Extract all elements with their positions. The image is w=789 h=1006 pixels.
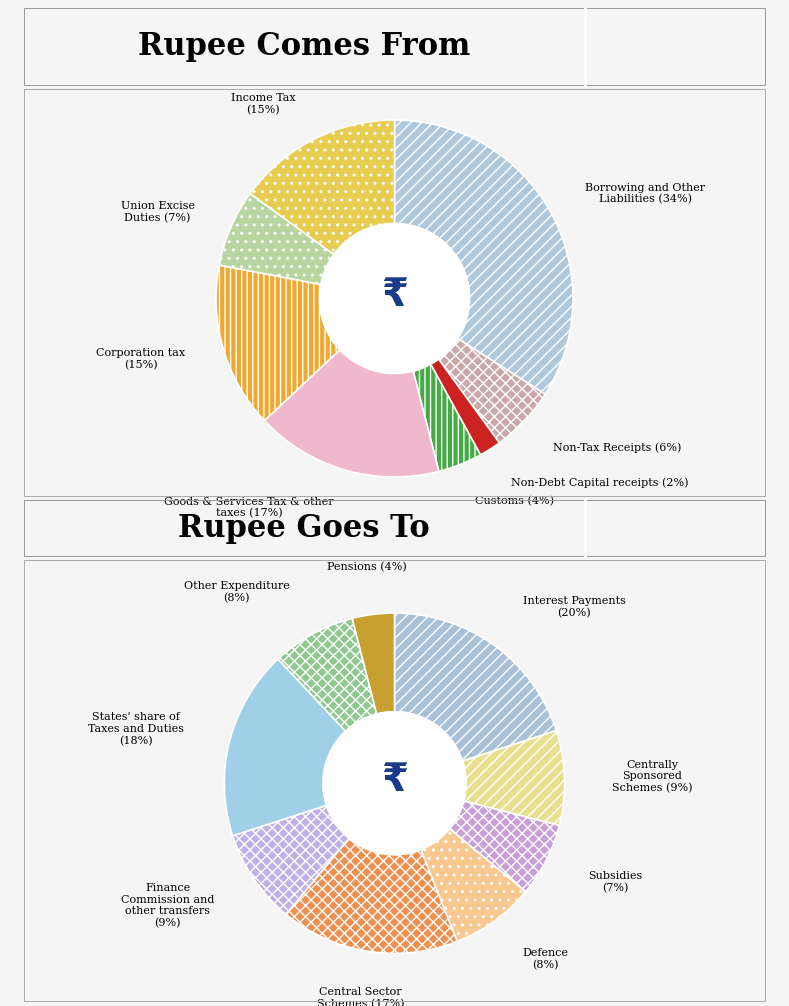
Text: Interest Payments
(20%): Interest Payments (20%) bbox=[522, 596, 626, 618]
Wedge shape bbox=[352, 613, 394, 714]
Wedge shape bbox=[413, 364, 481, 472]
Wedge shape bbox=[250, 120, 394, 255]
Wedge shape bbox=[450, 801, 559, 891]
Text: Other Expenditure
(8%): Other Expenditure (8%) bbox=[184, 581, 290, 604]
Text: Rupee Comes From: Rupee Comes From bbox=[138, 31, 470, 61]
Wedge shape bbox=[286, 838, 457, 954]
Text: Union Excise
Duties (7%): Union Excise Duties (7%) bbox=[121, 201, 195, 223]
Circle shape bbox=[320, 223, 469, 373]
Wedge shape bbox=[462, 730, 565, 826]
Text: Income Tax
(15%): Income Tax (15%) bbox=[231, 94, 296, 116]
Wedge shape bbox=[264, 350, 439, 477]
Wedge shape bbox=[394, 613, 556, 762]
Text: Corporation tax
(15%): Corporation tax (15%) bbox=[96, 348, 185, 370]
Text: Finance
Commission and
other transfers
(9%): Finance Commission and other transfers (… bbox=[121, 883, 215, 929]
Wedge shape bbox=[278, 619, 376, 731]
Wedge shape bbox=[431, 359, 499, 455]
Text: Customs (4%): Customs (4%) bbox=[475, 496, 554, 506]
Text: Goods & Services Tax & other
taxes (17%): Goods & Services Tax & other taxes (17%) bbox=[164, 497, 334, 518]
Text: Rupee Goes To: Rupee Goes To bbox=[178, 513, 430, 543]
Wedge shape bbox=[233, 805, 349, 914]
Circle shape bbox=[323, 711, 466, 855]
Wedge shape bbox=[439, 339, 545, 443]
Text: ₹: ₹ bbox=[381, 276, 408, 314]
Text: Non-Debt Capital receipts (2%): Non-Debt Capital receipts (2%) bbox=[511, 477, 689, 488]
Text: States' share of
Taxes and Duties
(18%): States' share of Taxes and Duties (18%) bbox=[88, 712, 184, 745]
Text: ₹: ₹ bbox=[381, 761, 408, 799]
Text: Central Sector
Schemes (17%): Central Sector Schemes (17%) bbox=[316, 987, 404, 1006]
Text: Borrowing and Other
Liabilities (34%): Borrowing and Other Liabilities (34%) bbox=[585, 183, 705, 204]
Wedge shape bbox=[219, 193, 334, 285]
Wedge shape bbox=[216, 265, 340, 421]
Wedge shape bbox=[394, 120, 573, 394]
Text: Defence
(8%): Defence (8%) bbox=[522, 949, 569, 971]
Text: Subsidies
(7%): Subsidies (7%) bbox=[589, 871, 643, 893]
Text: Non-Tax Receipts (6%): Non-Tax Receipts (6%) bbox=[553, 443, 682, 453]
Text: Centrally
Sponsored
Schemes (9%): Centrally Sponsored Schemes (9%) bbox=[612, 760, 693, 793]
Wedge shape bbox=[421, 829, 525, 942]
Wedge shape bbox=[224, 659, 346, 836]
Text: Pensions (4%): Pensions (4%) bbox=[327, 562, 407, 572]
